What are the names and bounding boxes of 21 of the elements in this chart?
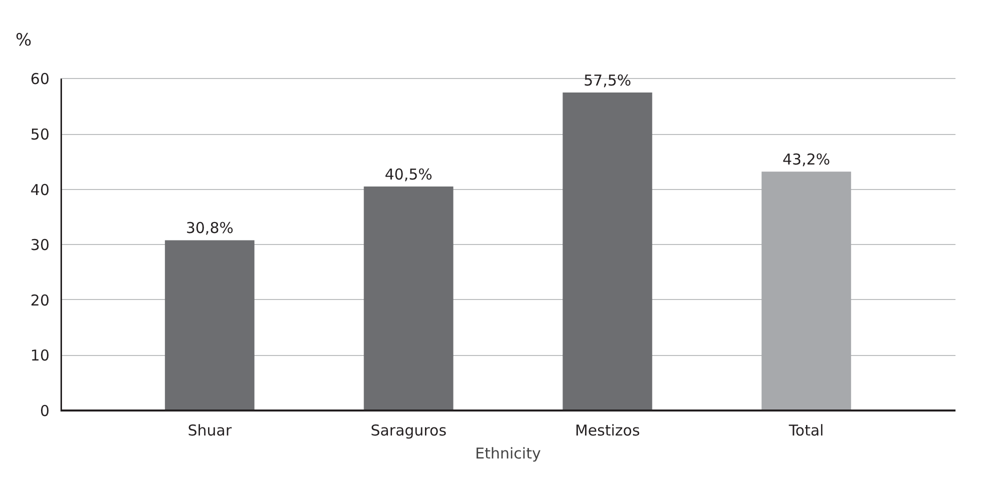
data-label: 43,2%	[782, 150, 830, 169]
data-label: 30,8%	[186, 219, 234, 238]
bar	[562, 92, 652, 410]
y-tick-label: 20	[30, 291, 50, 310]
y-axis-title: %	[16, 30, 32, 50]
data-label: 40,5%	[384, 166, 432, 184]
data-label: 57,5%	[584, 72, 632, 90]
x-axis-title: Ethnicity	[475, 444, 541, 462]
x-tick-label: Saraguros	[370, 422, 447, 440]
bar	[364, 186, 454, 410]
bar	[762, 172, 852, 410]
y-tick-label: 60	[30, 70, 50, 88]
x-tick-label: Shuar	[188, 422, 232, 440]
x-tick-label: Total	[788, 422, 824, 440]
bar	[164, 240, 254, 410]
y-tick-label: 30	[30, 236, 50, 254]
y-tick-label: 10	[30, 346, 50, 365]
y-tick-label: 50	[30, 126, 50, 144]
y-tick-label: 0	[40, 402, 50, 420]
x-tick-label: Mestizos	[574, 422, 640, 440]
y-tick-label: 40	[30, 180, 50, 199]
